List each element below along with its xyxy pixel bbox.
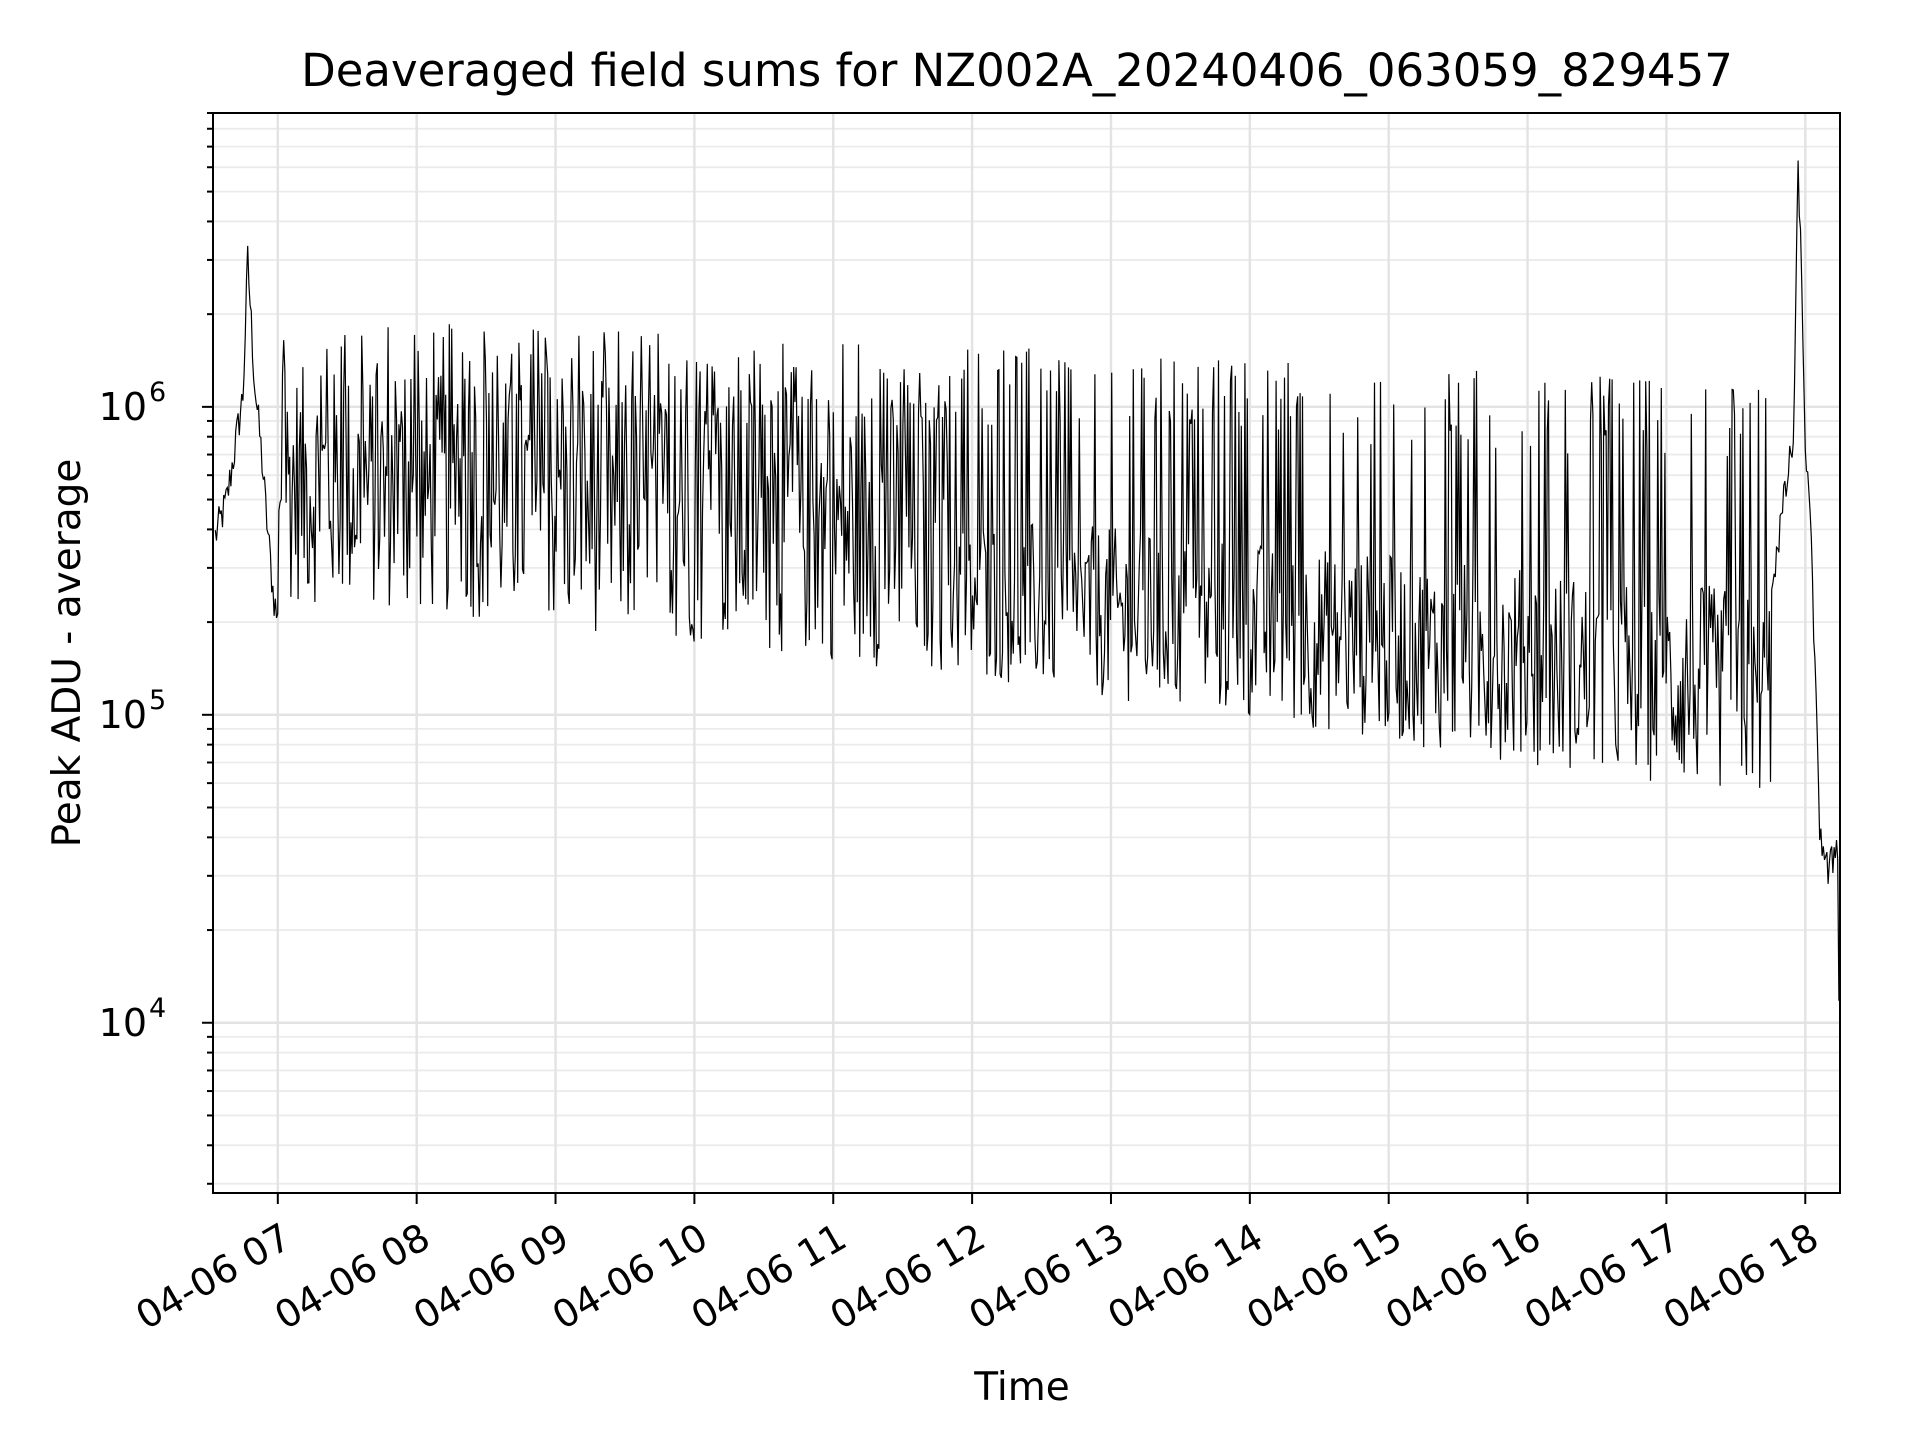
chart-title: Deaveraged field sums for NZ002A_2024040…: [301, 44, 1733, 97]
y-tick-label: 10: [99, 1001, 147, 1045]
y-tick-exponent: 5: [149, 685, 166, 716]
x-axis-label: Time: [973, 1365, 1069, 1410]
y-tick-label: 10: [99, 693, 147, 737]
y-tick-label: 10: [99, 385, 147, 429]
y-tick-exponent: 4: [149, 993, 166, 1024]
series-line: [214, 160, 1840, 1001]
y-axis-label: Peak ADU - average: [45, 459, 90, 848]
y-tick-exponent: 6: [149, 377, 166, 408]
series-layer: [214, 160, 1840, 1001]
plot-frame: [212, 112, 1841, 1194]
